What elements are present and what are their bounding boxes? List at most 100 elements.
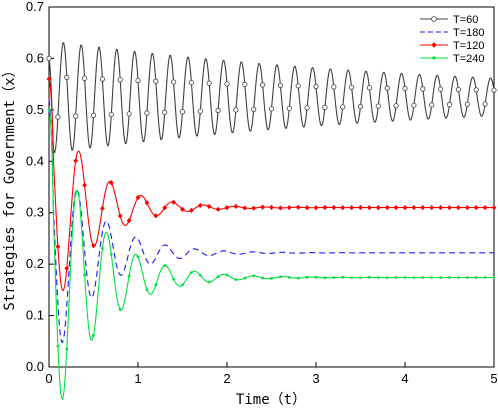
series-marker [368, 275, 371, 279]
series-marker [234, 278, 238, 281]
legend-item: T=120 [420, 40, 485, 52]
series-marker [260, 204, 265, 210]
plot-frame [48, 6, 495, 368]
series-marker [446, 102, 453, 108]
series-marker [215, 206, 221, 212]
series-marker [437, 86, 444, 92]
series-marker [376, 276, 380, 279]
x-tick-label: 2 [223, 371, 230, 386]
series-marker [64, 265, 70, 271]
series-marker [108, 180, 114, 186]
series-marker [322, 104, 328, 110]
series-marker [206, 80, 212, 86]
series-marker [474, 276, 478, 279]
legend-item: T=180 [420, 27, 485, 39]
series-marker [491, 204, 497, 211]
series-marker [251, 106, 257, 112]
series-marker [340, 104, 346, 110]
legend-marker [431, 42, 437, 48]
series-marker [117, 213, 123, 219]
series-marker [153, 78, 159, 84]
series-marker [313, 205, 319, 211]
legend-label: T=240 [453, 53, 485, 65]
series-marker [456, 204, 461, 211]
series-marker [438, 204, 443, 211]
series-marker [99, 76, 106, 82]
series-marker [295, 83, 301, 89]
series-marker [482, 204, 488, 211]
series-marker [457, 276, 460, 279]
series-marker [206, 203, 212, 210]
series-marker [279, 275, 282, 279]
series-marker [82, 182, 87, 188]
series-marker [55, 114, 61, 120]
series-marker [393, 204, 399, 211]
series-marker [162, 109, 168, 116]
series-marker [73, 113, 79, 119]
series-marker [314, 275, 318, 279]
series-marker [313, 83, 319, 90]
series-marker [47, 108, 51, 112]
series-marker [429, 102, 435, 108]
series-line [48, 41, 495, 154]
series-marker [348, 84, 355, 90]
series-marker [216, 275, 220, 279]
series-marker [385, 276, 389, 279]
series-marker [492, 276, 496, 279]
series-marker [464, 204, 470, 211]
y-tick-label: 0.3 [26, 205, 44, 220]
series-marker [286, 204, 292, 211]
y-tick-label: 0.1 [26, 308, 44, 323]
series-marker [198, 273, 202, 277]
series-marker [295, 204, 301, 210]
series-marker [242, 81, 248, 87]
series-marker [277, 82, 283, 89]
series-marker [225, 273, 229, 277]
series-marker [340, 205, 346, 211]
legend-marker [432, 56, 436, 60]
series-marker [100, 205, 105, 211]
series-marker [455, 86, 461, 93]
series-marker [341, 275, 345, 279]
series-marker [304, 105, 310, 111]
series-marker [181, 283, 184, 287]
series-marker [420, 204, 426, 211]
series-marker [144, 110, 150, 116]
series-marker [55, 244, 61, 250]
series-marker [73, 158, 79, 164]
series-marker [402, 204, 408, 211]
series-marker [358, 204, 363, 211]
series-line [48, 99, 494, 344]
legend-label: T=180 [453, 27, 485, 39]
series-marker [243, 276, 247, 280]
series-marker [403, 276, 407, 279]
series-marker [144, 200, 150, 206]
series-marker [82, 75, 88, 81]
series-marker [261, 276, 264, 280]
series-marker [286, 105, 292, 111]
series-marker [439, 276, 442, 279]
series-marker [126, 111, 132, 117]
series-t-60 [46, 41, 497, 154]
series-marker [384, 204, 390, 211]
legend-label: T=60 [453, 14, 478, 26]
series-marker [482, 101, 488, 107]
series-marker [135, 194, 141, 201]
series-line [48, 109, 494, 401]
series-marker [65, 347, 69, 351]
series-marker [46, 76, 52, 82]
series-marker [74, 191, 78, 195]
series-marker [207, 280, 211, 284]
series-marker [421, 276, 425, 279]
series-marker [366, 85, 372, 91]
series-marker [233, 107, 239, 113]
y-tick-label: 0.4 [26, 153, 44, 168]
series-marker [259, 82, 266, 88]
series-marker [448, 276, 451, 279]
series-marker [412, 276, 416, 279]
series-marker [270, 276, 273, 280]
series-marker [136, 255, 140, 259]
series-marker [145, 288, 149, 291]
